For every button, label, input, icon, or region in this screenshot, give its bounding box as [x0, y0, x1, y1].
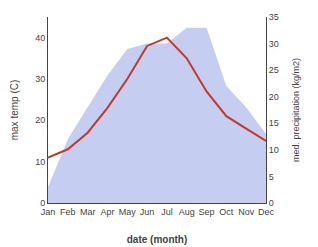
svg-text:Jun: Jun: [140, 207, 155, 217]
svg-text:30: 30: [269, 39, 279, 49]
svg-text:Sep: Sep: [199, 207, 215, 217]
svg-text:15: 15: [269, 118, 279, 128]
svg-text:20: 20: [35, 115, 45, 125]
svg-text:Oct: Oct: [219, 207, 234, 217]
svg-text:20: 20: [269, 92, 279, 102]
svg-text:Jul: Jul: [161, 207, 173, 217]
svg-text:40: 40: [35, 33, 45, 43]
svg-text:30: 30: [35, 74, 45, 84]
svg-text:Feb: Feb: [60, 207, 76, 217]
svg-text:Jan: Jan: [41, 207, 56, 217]
svg-text:Aug: Aug: [179, 207, 195, 217]
svg-text:Apr: Apr: [100, 207, 114, 217]
svg-text:35: 35: [269, 12, 279, 22]
svg-text:10: 10: [269, 145, 279, 155]
svg-text:25: 25: [269, 65, 279, 75]
svg-text:10: 10: [35, 157, 45, 167]
svg-text:0: 0: [269, 198, 274, 208]
svg-text:Nov: Nov: [238, 207, 255, 217]
svg-text:May: May: [119, 207, 137, 217]
svg-text:Mar: Mar: [80, 207, 96, 217]
svg-text:med. precipitation (kg/m2): med. precipitation (kg/m2): [291, 58, 301, 162]
svg-text:0: 0: [40, 198, 45, 208]
svg-text:max temp (C): max temp (C): [9, 80, 20, 141]
svg-text:5: 5: [269, 172, 274, 182]
svg-text:date (month): date (month): [127, 234, 188, 245]
svg-text:Dec: Dec: [258, 207, 275, 217]
